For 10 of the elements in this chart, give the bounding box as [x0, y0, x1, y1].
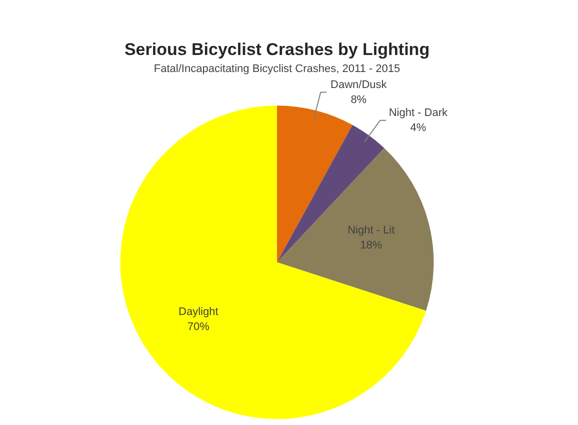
slice-label: Daylight: [178, 306, 218, 318]
chart-subtitle: Fatal/Incapacitating Bicyclist Crashes, 2011 - 2015: [154, 63, 400, 76]
data-label: 4%: [410, 122, 426, 134]
chart-title: Serious Bicyclist Crashes by Lighting: [124, 40, 430, 59]
slice-label: Dawn/Dusk: [330, 78, 388, 91]
data-label: 8%: [350, 94, 367, 106]
data-label: 18%: [360, 240, 382, 252]
slice-label: Night - Lit: [348, 224, 395, 237]
slice-label: Night - Dark: [388, 106, 448, 119]
data-label: 70%: [187, 320, 210, 333]
